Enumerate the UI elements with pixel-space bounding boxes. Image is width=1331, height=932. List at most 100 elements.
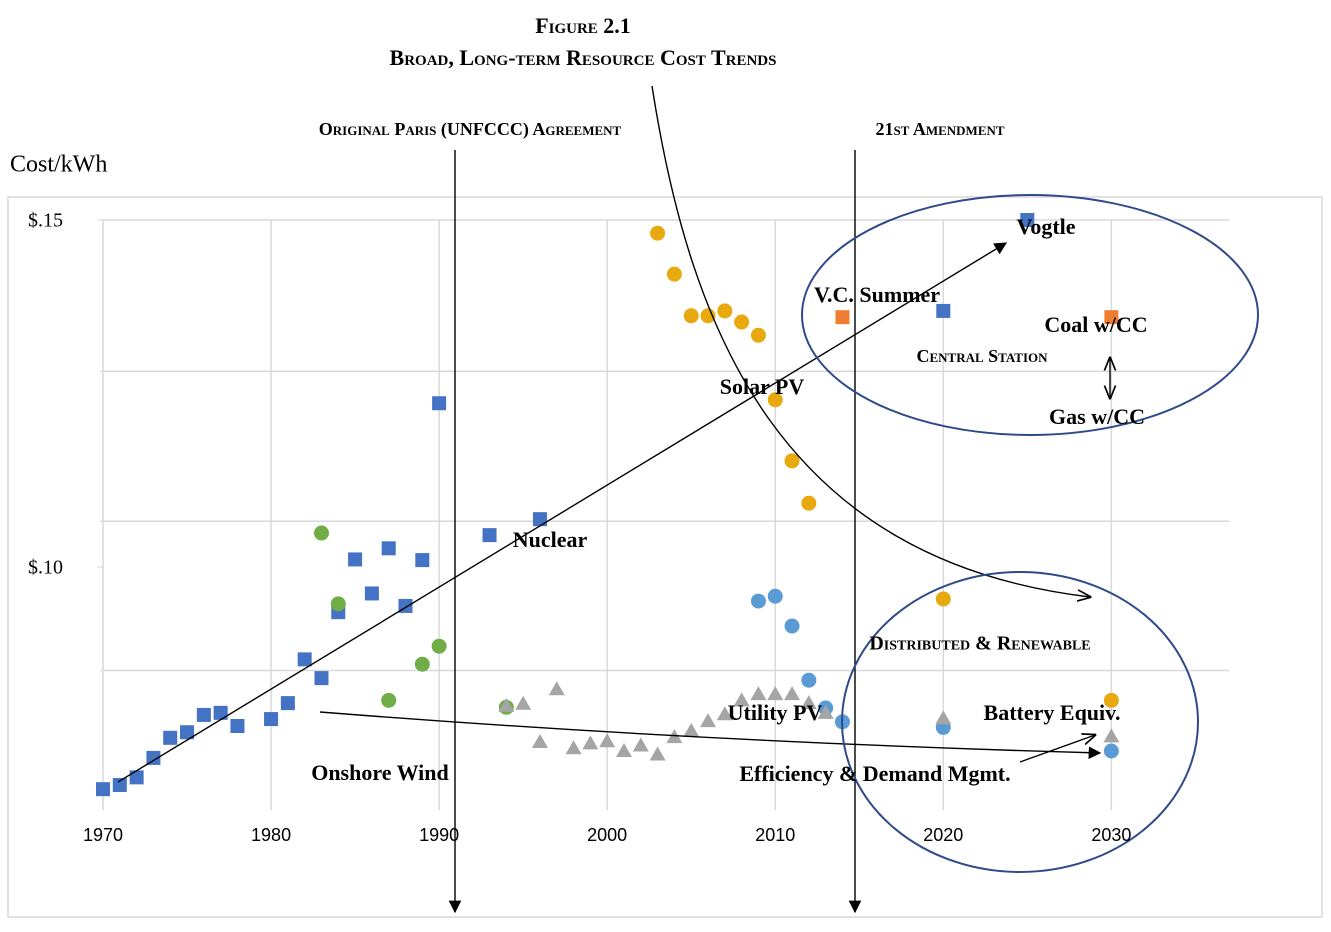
triangle-point	[632, 737, 649, 752]
triangle-point	[784, 686, 801, 701]
square-point	[432, 396, 447, 411]
square-point	[1020, 213, 1035, 227]
distributed-ellipse	[841, 571, 1199, 873]
triangle-point	[649, 746, 666, 761]
y-tick-label: $.10	[28, 557, 63, 579]
square-point	[163, 730, 178, 745]
square-point	[936, 303, 951, 318]
circle-point	[431, 638, 447, 654]
triangle-point	[935, 710, 952, 725]
square-point	[482, 528, 497, 543]
central-ellipse	[801, 194, 1259, 436]
labels: 1970 1980 1990 2000 2010 2020 2030 $.15 $.10 Nucl…	[28, 119, 1148, 845]
wind-trend-arrow	[319, 711, 1102, 759]
series-label: Nuclear	[513, 527, 588, 552]
triangle-point	[582, 735, 599, 750]
triangle-point	[531, 733, 548, 748]
square-point	[314, 671, 329, 686]
circle-point	[1103, 743, 1119, 759]
square-point	[146, 750, 161, 765]
circle-point	[734, 314, 750, 330]
marks	[96, 213, 1120, 797]
series-label: Coal w/CC	[1044, 312, 1147, 337]
annotation: Distributed & Renewable	[869, 633, 1090, 655]
triangle-point	[716, 706, 733, 721]
annotation: Gas w/CC	[1049, 404, 1145, 429]
circle-point	[717, 303, 733, 319]
square-point	[280, 696, 295, 711]
triangle-point	[733, 692, 750, 707]
series-label: Utility PV	[728, 700, 823, 725]
circle-point	[784, 453, 800, 469]
nuclear-trend-arrow	[117, 242, 1008, 783]
square-point	[112, 778, 127, 793]
square-point	[96, 782, 110, 797]
series-label: Efficiency & Demand Mgmt.	[739, 761, 1010, 786]
circle-point	[767, 588, 783, 604]
x-tick-label: 1970	[83, 825, 123, 845]
series-label: Solar PV	[720, 374, 805, 399]
circle-point	[666, 266, 682, 282]
triangle-point	[800, 695, 817, 710]
square-point	[196, 707, 211, 722]
circle-point	[683, 308, 699, 324]
annotation: Central Station	[916, 346, 1048, 366]
triangle-point	[515, 695, 532, 710]
x-tick-label: 1980	[251, 825, 291, 845]
circle-point	[1103, 692, 1119, 708]
triangle-point	[767, 686, 784, 701]
triangle-point	[1103, 728, 1120, 743]
square-point	[835, 310, 850, 325]
annotation: Battery Equiv.	[984, 700, 1121, 725]
series-label: Onshore Wind	[311, 760, 449, 785]
circle-point	[381, 692, 397, 708]
triangle-point	[683, 722, 700, 737]
y-tick-label: $.15	[28, 210, 63, 232]
y-axis-label: Cost/kWh	[10, 152, 107, 178]
circle-point	[935, 591, 951, 607]
battery-arrow	[1019, 735, 1095, 763]
circle-point	[784, 618, 800, 634]
square-point	[129, 770, 144, 785]
circle-point	[801, 495, 817, 511]
triangle-point	[615, 743, 632, 757]
x-tick-label: 2030	[1091, 825, 1131, 845]
subtitle-curve-arrow	[651, 85, 1090, 597]
square-point	[264, 712, 279, 727]
square-point	[297, 652, 312, 667]
x-tick-label: 2020	[923, 825, 963, 845]
square-point	[213, 705, 228, 720]
chart-subtitle: Broad, Long-term Resource Cost Trends	[390, 45, 777, 70]
square-point	[532, 512, 547, 527]
circle-point	[700, 308, 716, 324]
chart-border	[7, 196, 1323, 918]
x-tick-label: 2010	[755, 825, 795, 845]
circle-point	[650, 225, 666, 241]
triangle-point	[599, 733, 616, 748]
x-tick-label: 1990	[419, 825, 459, 845]
circle-point	[330, 596, 346, 612]
x-tick-label: 2000	[587, 825, 627, 845]
annotation: Original Paris (UNFCCC) Agreement	[319, 119, 622, 140]
triangle-point	[498, 697, 515, 712]
circle-point	[750, 593, 766, 609]
triangle-point	[817, 704, 834, 719]
square-point	[381, 541, 396, 556]
annotation: Vogtle	[1016, 214, 1075, 239]
circle-point	[313, 525, 329, 541]
annotation: 21st Amendment	[875, 119, 1004, 139]
square-point	[180, 725, 195, 740]
annotation: V.C. Summer	[814, 282, 940, 307]
triangle-point	[565, 740, 582, 755]
square-point	[415, 553, 430, 568]
square-point	[230, 719, 245, 734]
square-point	[348, 552, 363, 567]
triangle-point	[750, 686, 767, 701]
square-point	[364, 586, 379, 601]
circle-point	[414, 656, 430, 672]
triangle-point	[700, 713, 717, 728]
chart-title: Figure 2.1	[535, 13, 631, 38]
triangle-point	[548, 681, 565, 696]
circle-point	[767, 392, 783, 408]
